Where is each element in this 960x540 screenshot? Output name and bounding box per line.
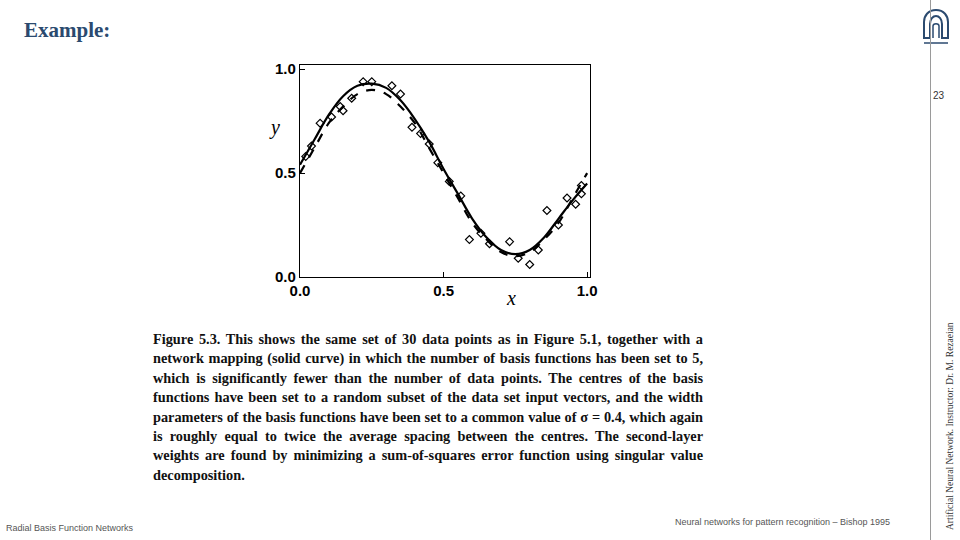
- html-text:Artificial Neural Network. Ins: Artificial Neural Network. Instructor: D…: [945, 322, 955, 530]
- html-text:Neural networks for pattern re: Neural networks for pattern recognition …: [675, 517, 891, 527]
- html-text:Example:: Example:: [24, 18, 111, 42]
- html-text:23: 23: [933, 90, 945, 101]
- svg-text:0.0: 0.0: [275, 268, 296, 285]
- svg-text:1.0: 1.0: [577, 282, 598, 299]
- html-text:Radial Basis Function Networks: Radial Basis Function Networks: [6, 523, 134, 533]
- svg-text:x: x: [506, 287, 516, 309]
- svg-text:0.5: 0.5: [275, 164, 296, 181]
- svg-text:0.0: 0.0: [290, 282, 311, 299]
- html-text:Figure 5.3. This shows the sam: Figure 5.3. This shows the same set of 3…: [153, 331, 703, 483]
- svg-text:y: y: [269, 116, 280, 139]
- svg-text:1.0: 1.0: [275, 60, 296, 77]
- svg-text:0.5: 0.5: [433, 282, 454, 299]
